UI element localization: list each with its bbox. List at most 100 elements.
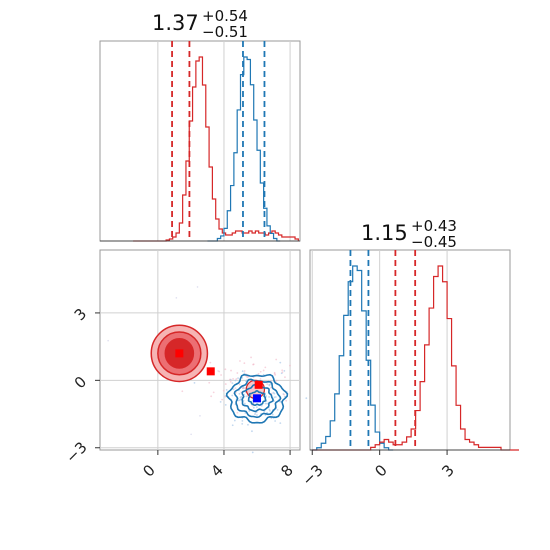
scatter-point — [283, 369, 286, 372]
scatter-point — [281, 371, 284, 374]
scatter-point — [231, 424, 234, 427]
scatter-point — [234, 379, 237, 382]
scatter-point — [268, 396, 271, 398]
scatter-point — [231, 394, 234, 397]
title-x: 1.37 +0.54 −0.51 — [152, 7, 248, 41]
scatter-point — [260, 404, 263, 407]
scatter-point — [245, 395, 248, 398]
scatter-point — [224, 368, 227, 371]
scatter-point — [252, 406, 255, 409]
scatter-point — [274, 420, 277, 422]
scatter-point — [190, 433, 192, 436]
scatter-point — [210, 395, 213, 398]
scatter-point — [196, 286, 199, 288]
scatter-point — [270, 386, 272, 389]
scatter-point — [232, 377, 234, 380]
scatter-point — [235, 378, 238, 380]
red-marker-2 — [254, 380, 263, 389]
title-x-median: 1.37 — [152, 11, 199, 35]
histogram-x-panel — [99, 40, 301, 242]
scatter-point — [273, 392, 276, 395]
scatter-point — [305, 397, 308, 400]
title-y: 1.15 +0.43 −0.45 — [361, 217, 457, 251]
scatter-point — [236, 411, 239, 414]
scatter-point — [224, 403, 227, 406]
scatter-contour-panel — [95, 249, 308, 455]
scatter-point — [243, 362, 246, 365]
red-marker-0 — [175, 349, 184, 358]
scatter-point — [242, 387, 245, 390]
scatter-point — [251, 430, 253, 433]
title-x-plus: +0.54 — [202, 7, 248, 25]
scatter-point — [273, 396, 276, 399]
scatter-point — [238, 399, 241, 402]
scatter-point — [274, 396, 277, 398]
scatter-point — [231, 382, 234, 384]
scatter-point — [244, 387, 247, 390]
scatter-point — [243, 372, 246, 375]
panel-frame-scatter — [99, 249, 301, 451]
blue-contour-3 — [247, 389, 267, 407]
scatter-point — [271, 413, 274, 416]
scatter-point — [252, 363, 255, 366]
title-x-minus: −0.51 — [202, 23, 248, 41]
scatter-point — [224, 395, 227, 398]
scatter-point — [254, 411, 257, 414]
scatter-point — [208, 381, 211, 384]
scatter-point — [289, 364, 291, 367]
blue-contour-0 — [225, 373, 289, 424]
scatter-point — [236, 372, 239, 374]
histogram-y-panel — [309, 249, 519, 455]
blue-contour-1 — [233, 378, 282, 419]
scatter-point — [251, 451, 254, 454]
y-histogram-blue — [312, 265, 394, 451]
scatter-point — [275, 379, 278, 382]
scatter-point — [279, 422, 282, 424]
scatter-point — [241, 422, 244, 425]
scatter-point — [199, 415, 201, 417]
scatter-point — [238, 383, 241, 386]
title-y-minus: −0.45 — [411, 233, 457, 251]
xtick-label-0: 0 — [139, 461, 158, 480]
scatter-point — [248, 410, 251, 412]
scatter-point — [217, 370, 219, 372]
scatter-point — [221, 398, 224, 401]
scatter-point — [181, 390, 184, 393]
panel-frame-x-hist — [99, 40, 301, 242]
scatter-point — [239, 360, 241, 362]
scatter-point — [256, 414, 258, 416]
scatter-point — [247, 423, 249, 426]
scatter-point — [229, 380, 232, 383]
scatter-point — [273, 372, 276, 375]
xtick2-label-0: 0 — [371, 461, 390, 480]
scatter-point — [107, 339, 109, 342]
panel-frame-y-hist — [309, 249, 511, 451]
scatter-point — [245, 380, 247, 383]
ytick-label-0: 0 — [71, 373, 90, 392]
scatter-point — [241, 419, 244, 422]
scatter-point — [240, 395, 243, 398]
scatter-point — [266, 383, 269, 386]
scatter-point — [233, 419, 236, 422]
scatter-point — [254, 413, 256, 416]
scatter-point — [225, 388, 228, 391]
scatter-point — [232, 388, 235, 391]
ytick-label-3: 3 — [71, 305, 90, 324]
scatter-point — [234, 387, 237, 389]
scatter-point — [264, 402, 267, 405]
scatter-point — [220, 374, 222, 376]
xtick-label-4: 4 — [207, 461, 226, 480]
scatter-point — [262, 369, 265, 372]
scatter-point — [237, 377, 239, 380]
scatter-point — [259, 377, 262, 380]
scatter-point — [268, 383, 271, 386]
scatter-point — [228, 378, 231, 381]
x-histogram-blue — [207, 56, 281, 242]
scatter-point — [222, 389, 225, 392]
scatter-point — [276, 408, 279, 411]
scatter-point — [275, 358, 278, 361]
title-y-median: 1.15 — [361, 221, 408, 245]
scatter-point — [230, 369, 232, 372]
scatter-point — [285, 399, 288, 402]
scatter-point — [243, 402, 246, 405]
